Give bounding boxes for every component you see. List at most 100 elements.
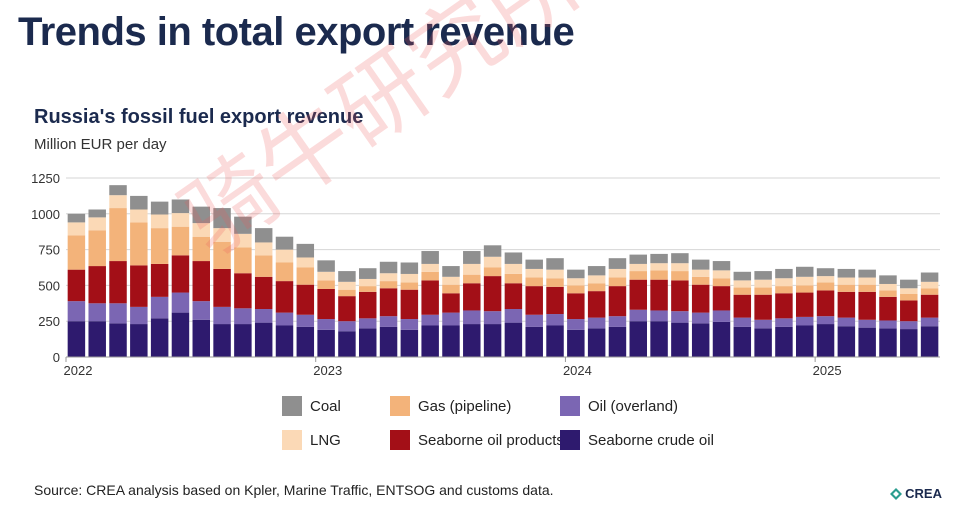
bar-segment bbox=[88, 303, 106, 322]
bar-segment bbox=[379, 273, 398, 282]
bar-segment bbox=[816, 324, 835, 357]
bar-segment bbox=[858, 277, 876, 285]
legend-label: Coal bbox=[310, 397, 341, 415]
bar-segment bbox=[338, 321, 356, 332]
bar-segment bbox=[587, 275, 606, 284]
bar-segment bbox=[587, 266, 606, 276]
bar-segment bbox=[879, 283, 897, 291]
bar-segment bbox=[192, 301, 211, 320]
bar-segment bbox=[504, 273, 523, 284]
bar-segment bbox=[67, 321, 86, 357]
legend-swatch bbox=[560, 396, 580, 416]
bar-segment bbox=[879, 275, 897, 284]
bar-segment bbox=[421, 271, 439, 281]
bar-segment bbox=[234, 308, 252, 325]
legend-item: Gas (pipeline) bbox=[390, 396, 511, 416]
bar-segment bbox=[421, 263, 439, 272]
bar-segment bbox=[879, 296, 897, 321]
bar-segment bbox=[525, 277, 543, 287]
bar-segment bbox=[795, 292, 814, 317]
bar-segment bbox=[358, 278, 377, 287]
bar-segment bbox=[483, 256, 502, 268]
bar-segment bbox=[358, 318, 377, 329]
bar-segment bbox=[338, 331, 356, 357]
bar-segment bbox=[109, 185, 127, 196]
bar-segment bbox=[900, 288, 918, 294]
bar-segment bbox=[567, 278, 585, 286]
legend-item: Seaborne oil products bbox=[390, 430, 564, 450]
bar-segment bbox=[629, 279, 648, 310]
bar-segment bbox=[837, 291, 856, 318]
bar-segment bbox=[400, 273, 419, 283]
bar-segment bbox=[483, 267, 502, 277]
legend-swatch bbox=[560, 430, 580, 450]
bar-segment bbox=[525, 259, 543, 269]
bar-segment bbox=[567, 269, 585, 279]
bar-segment bbox=[879, 290, 897, 297]
legend-label: Seaborne crude oil bbox=[588, 431, 714, 449]
bar-segment bbox=[920, 288, 939, 295]
bar-segment bbox=[213, 228, 231, 242]
bar-segment bbox=[608, 277, 627, 287]
bar-segment bbox=[463, 251, 481, 264]
x-tick-label: 2024 bbox=[563, 363, 592, 378]
bar-segment bbox=[858, 291, 876, 320]
bar-segment bbox=[213, 306, 231, 325]
bar-segment bbox=[900, 293, 918, 301]
bar-segment bbox=[234, 324, 252, 357]
bar-segment bbox=[379, 316, 398, 327]
bar-segment bbox=[691, 312, 710, 324]
bar-segment bbox=[837, 277, 856, 285]
bar-segment bbox=[254, 276, 273, 310]
bar-segment bbox=[483, 245, 502, 257]
bar-segment bbox=[254, 322, 273, 357]
legend-label: Oil (overland) bbox=[588, 397, 679, 415]
legend-label: LNG bbox=[310, 431, 341, 449]
bar-segment bbox=[338, 281, 356, 290]
bar-segment bbox=[837, 317, 856, 327]
bar-segment bbox=[733, 287, 752, 295]
bar-segment bbox=[213, 324, 231, 357]
bar-segment bbox=[733, 326, 752, 357]
bar-segment bbox=[296, 257, 315, 268]
bar-segment bbox=[775, 268, 793, 279]
bar-segment bbox=[67, 269, 86, 302]
bar-segment bbox=[109, 208, 127, 262]
bar-segment bbox=[712, 278, 731, 287]
bar-segment bbox=[733, 317, 752, 327]
bar-segment bbox=[192, 319, 211, 357]
bar-segment bbox=[254, 228, 273, 243]
bar-segment bbox=[650, 310, 668, 322]
bar-segment bbox=[234, 247, 252, 274]
bar-segment bbox=[254, 309, 273, 323]
bar-segment bbox=[442, 266, 460, 277]
bar-segment bbox=[317, 280, 335, 289]
bar-segment bbox=[379, 326, 398, 357]
bar-segment bbox=[775, 286, 793, 294]
bar-segment bbox=[400, 282, 419, 290]
bar-segment bbox=[67, 235, 86, 270]
bar-segment bbox=[463, 274, 481, 284]
page-headline: Trends in total export revenue bbox=[18, 10, 575, 54]
bar-segment bbox=[754, 287, 772, 295]
bar-segment bbox=[483, 276, 502, 312]
bar-segment bbox=[795, 325, 814, 357]
bar-segment bbox=[234, 216, 252, 234]
bar-segment bbox=[775, 318, 793, 327]
bar-segment bbox=[587, 328, 606, 357]
bar-segment bbox=[296, 267, 315, 285]
bar-segment bbox=[109, 303, 127, 324]
bar-segment bbox=[795, 276, 814, 286]
bar-segment bbox=[504, 322, 523, 357]
bar-segment bbox=[587, 291, 606, 318]
bar-segment bbox=[275, 249, 294, 263]
source-note: Source: CREA analysis based on Kpler, Ma… bbox=[34, 482, 554, 498]
legend-swatch bbox=[390, 430, 410, 450]
bar-segment bbox=[754, 271, 772, 280]
bar-segment bbox=[192, 206, 211, 224]
legend-item: Seaborne crude oil bbox=[560, 430, 714, 450]
bar-segment bbox=[67, 213, 86, 223]
bar-segment bbox=[754, 319, 772, 329]
bar-segment bbox=[567, 293, 585, 320]
bar-segment bbox=[109, 323, 127, 357]
